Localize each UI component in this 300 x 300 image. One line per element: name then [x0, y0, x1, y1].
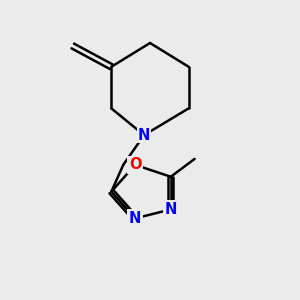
Text: N: N — [165, 202, 177, 217]
Text: N: N — [129, 211, 141, 226]
Text: N: N — [138, 128, 150, 142]
Text: O: O — [129, 158, 141, 172]
